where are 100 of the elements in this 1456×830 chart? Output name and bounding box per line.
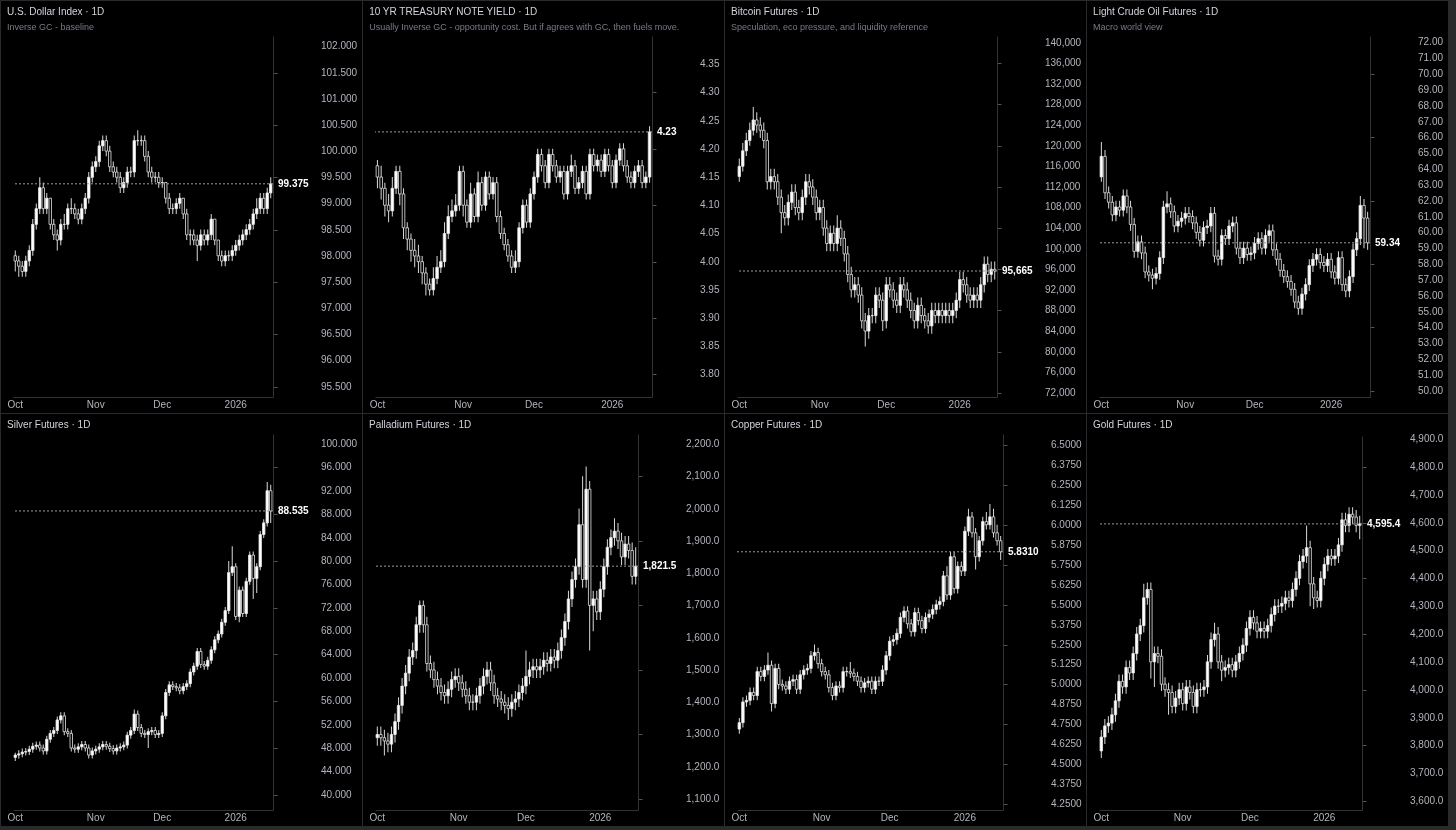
y-tick-label: 4.25 — [700, 114, 720, 126]
y-tick-label: 3.80 — [700, 368, 720, 380]
ref-line-label: 5.8310 — [1008, 545, 1040, 557]
y-tick-label: 3.90 — [700, 312, 720, 324]
y-tick-label: 58.00 — [1418, 258, 1444, 269]
y-tick-label: 53.00 — [1418, 337, 1444, 349]
y-tick-label: 4.20 — [700, 142, 720, 154]
y-tick-label: 132,000 — [1045, 77, 1082, 89]
y-tick-label: 4,800.0 — [1410, 460, 1444, 472]
y-tick-label: 98.500 — [321, 223, 353, 235]
y-tick-label: 80,000 — [1045, 345, 1077, 357]
y-tick-label: 68.00 — [1418, 99, 1444, 111]
y-tick-label: 52.000 — [321, 718, 353, 730]
y-tick-label: 84,000 — [1045, 325, 1077, 337]
y-tick-label: 40.000 — [321, 788, 353, 800]
y-tick-label: 3,900.0 — [1410, 711, 1444, 723]
chart-title: Light Crude Oil Futures · 1D — [1093, 6, 1219, 17]
y-tick-label: 96.500 — [321, 328, 353, 340]
y-tick-label: 2,200.0 — [686, 438, 720, 450]
x-tick-label: 2026 — [1320, 398, 1343, 410]
y-tick-label: 76.000 — [321, 578, 353, 590]
y-tick-label: 92,000 — [1045, 283, 1077, 295]
chart-title: Gold Futures · 1D — [1093, 419, 1173, 431]
y-tick-label: 99.000 — [321, 197, 353, 209]
y-tick-label: 4.15 — [700, 171, 720, 183]
x-tick-label: Oct — [7, 398, 24, 410]
y-tick-label: 4.7500 — [1051, 718, 1083, 730]
x-tick-label: Dec — [877, 398, 896, 410]
y-tick-label: 5.6250 — [1051, 578, 1083, 590]
y-tick-label: 50.00 — [1418, 384, 1444, 396]
y-tick-label: 4,600.0 — [1410, 516, 1444, 528]
y-tick-label: 72,000 — [1045, 386, 1077, 398]
y-tick-label: 1,400.0 — [686, 696, 720, 708]
chart-title: U.S. Dollar Index · 1D — [7, 6, 105, 17]
y-tick-label: 4.05 — [700, 227, 720, 239]
y-tick-label: 6.1250 — [1051, 498, 1083, 510]
x-tick-label: Oct — [369, 811, 386, 823]
y-tick-label: 55.00 — [1418, 305, 1444, 317]
y-tick-label: 4,100.0 — [1410, 655, 1444, 667]
y-tick-label: 4,900.0 — [1410, 433, 1444, 445]
ref-line-label: 95,665 — [1002, 265, 1034, 277]
chart-title: 10 YR TREASURY NOTE YIELD · 1D — [369, 6, 538, 17]
y-tick-label: 1,100.0 — [686, 793, 720, 805]
y-tick-label: 1,200.0 — [686, 760, 720, 772]
y-tick-label: 128,000 — [1045, 98, 1082, 110]
x-tick-label: 2026 — [589, 811, 612, 823]
y-tick-label: 5.1250 — [1051, 658, 1083, 670]
chart-subtitle: Macro world view — [1093, 22, 1164, 32]
y-tick-label: 108,000 — [1045, 201, 1082, 213]
x-tick-label: Nov — [86, 398, 105, 410]
y-tick-label: 1,800.0 — [686, 567, 720, 579]
x-tick-label: Oct — [1093, 811, 1110, 823]
y-tick-label: 5.5000 — [1051, 598, 1083, 610]
y-tick-label: 84.000 — [321, 531, 353, 543]
chart-subtitle: Speculation, eco pressure, and liquidity reference — [731, 22, 929, 32]
y-tick-label: 56.00 — [1418, 289, 1444, 301]
x-tick-label: Nov — [1176, 398, 1195, 410]
x-tick-label: Dec — [1245, 398, 1264, 410]
y-tick-label: 72.000 — [321, 601, 353, 613]
y-tick-label: 97.500 — [321, 275, 353, 287]
y-tick-label: 124,000 — [1045, 119, 1082, 131]
y-tick-label: 76,000 — [1045, 366, 1077, 378]
y-tick-label: 97.000 — [321, 302, 353, 314]
y-tick-label: 52.00 — [1418, 353, 1444, 364]
y-tick-label: 71.00 — [1418, 52, 1444, 64]
y-tick-label: 3.85 — [700, 340, 720, 352]
x-tick-label: Nov — [86, 811, 105, 823]
y-tick-label: 80.000 — [321, 554, 353, 566]
ref-line-label: 4,595.4 — [1367, 517, 1401, 529]
y-tick-label: 3,800.0 — [1410, 739, 1444, 751]
y-tick-label: 1,900.0 — [686, 534, 720, 546]
x-tick-label: 2026 — [953, 811, 977, 823]
y-tick-label: 3,600.0 — [1410, 795, 1444, 807]
y-tick-label: 4.2500 — [1051, 798, 1083, 810]
y-tick-label: 96.000 — [321, 354, 353, 366]
y-tick-label: 136,000 — [1045, 57, 1082, 69]
y-tick-label: 100.000 — [321, 437, 358, 449]
y-tick-label: 1,300.0 — [686, 728, 720, 740]
y-tick-label: 101.000 — [321, 92, 358, 104]
y-tick-label: 64.00 — [1418, 163, 1444, 174]
y-tick-label: 72.00 — [1418, 36, 1444, 48]
chart-subtitle: Usually Inverse GC - opportunity cost. But if agrees with GC, then fuels move. — [369, 22, 680, 32]
x-tick-label: Dec — [153, 398, 172, 410]
x-tick-label: Oct — [1093, 398, 1110, 410]
y-tick-label: 5.3750 — [1051, 618, 1083, 630]
y-tick-label: 4.6250 — [1051, 738, 1083, 750]
x-tick-label: Oct — [731, 398, 748, 410]
y-tick-label: 4.35 — [700, 58, 720, 70]
y-tick-label: 66.00 — [1418, 131, 1444, 143]
y-tick-label: 6.5000 — [1051, 439, 1083, 451]
y-tick-label: 64.000 — [321, 648, 353, 660]
ref-line-label: 1,821.5 — [643, 560, 677, 572]
y-tick-label: 96.000 — [321, 461, 353, 473]
y-tick-label: 98.000 — [321, 249, 353, 261]
y-tick-label: 60.00 — [1418, 226, 1444, 238]
y-tick-label: 4.00 — [700, 255, 720, 267]
y-tick-label: 6.0000 — [1051, 518, 1083, 530]
y-tick-label: 95.500 — [321, 380, 353, 392]
x-tick-label: Dec — [1241, 811, 1259, 823]
y-tick-label: 5.8750 — [1051, 538, 1083, 550]
